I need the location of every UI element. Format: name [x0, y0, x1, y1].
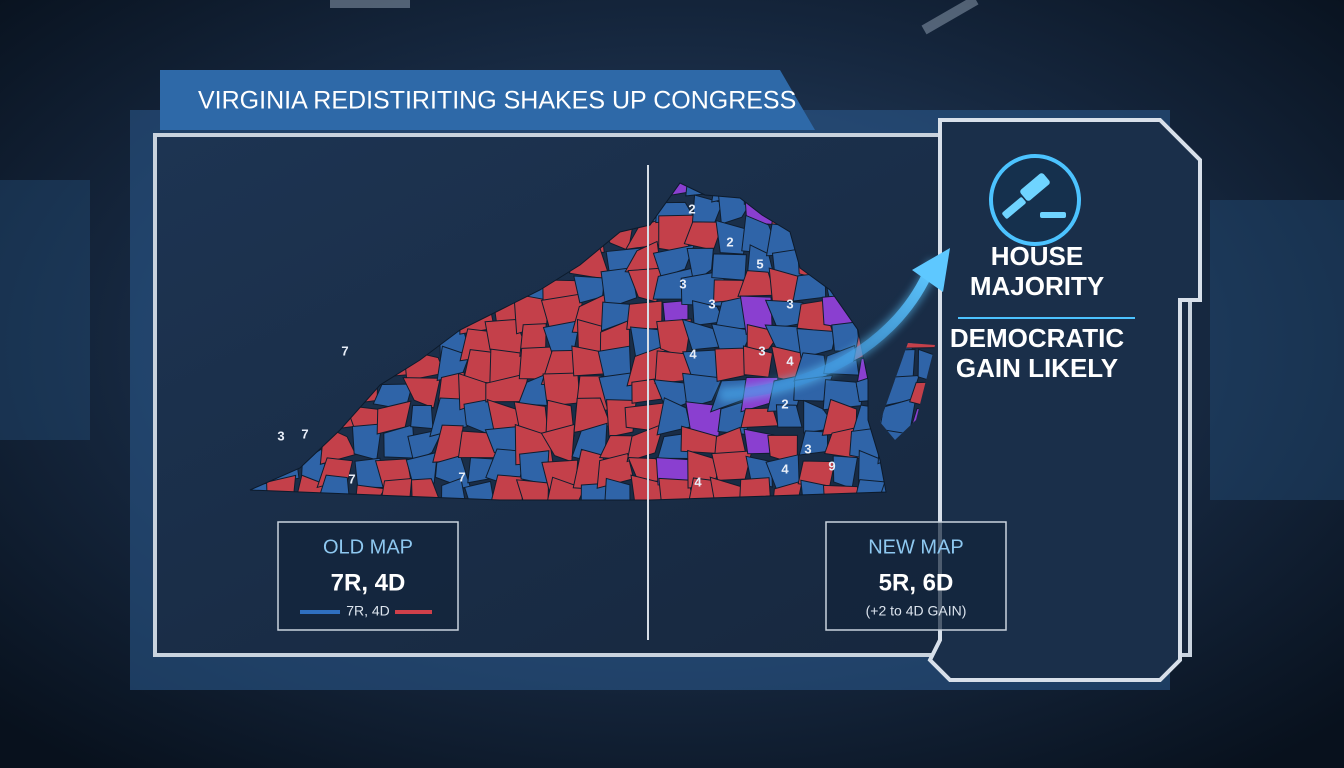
district	[686, 247, 714, 284]
map-label: 7	[348, 471, 355, 486]
side-subhead-line: GAIN LIKELY	[956, 353, 1118, 383]
side-headline: HOUSE MAJORITY	[970, 241, 1104, 301]
side-headline-line: HOUSE	[991, 241, 1083, 271]
district	[796, 328, 837, 359]
map-label: 3	[708, 296, 715, 311]
map-label: 4	[781, 461, 789, 476]
district	[353, 484, 386, 500]
map-label: 3	[277, 428, 284, 443]
map-label: 4	[786, 353, 794, 368]
background-lights	[0, 0, 1344, 500]
gavel	[1002, 173, 1066, 219]
district	[714, 347, 748, 382]
map-label: 4	[694, 474, 702, 489]
district	[405, 451, 438, 487]
side-headline-line: MAJORITY	[970, 271, 1104, 301]
district	[411, 478, 444, 500]
side-subhead: DEMOCRATIC GAIN LIKELY	[950, 323, 1125, 383]
district	[715, 219, 747, 255]
district	[402, 377, 441, 409]
map-label: 2	[688, 201, 695, 216]
gavel-icon	[989, 154, 1081, 246]
map-label: 3	[758, 343, 765, 358]
map-label: 3	[786, 296, 793, 311]
district	[486, 474, 524, 500]
district	[652, 244, 695, 279]
map-label: 3	[804, 441, 811, 456]
district	[440, 477, 467, 500]
old-map-label: OLD MAP	[323, 536, 413, 558]
old-map-result: 7R, 4D	[331, 569, 406, 596]
map-label: 2	[726, 234, 733, 249]
map-label: 7	[301, 426, 308, 441]
district	[604, 477, 631, 500]
district	[775, 404, 803, 428]
district	[600, 267, 638, 310]
district	[410, 404, 434, 430]
map-label: 7	[458, 469, 465, 484]
map-label: 4	[689, 346, 697, 361]
map-label: 5	[756, 256, 763, 271]
new-map-result: 5R, 6D	[879, 569, 954, 596]
arrow	[719, 266, 935, 400]
district	[711, 253, 747, 281]
district	[630, 474, 663, 500]
district	[658, 477, 697, 500]
map-label: 7	[341, 343, 348, 358]
district	[515, 479, 550, 500]
district	[626, 422, 665, 463]
map-label: 9	[828, 458, 835, 473]
side-subhead-line: DEMOCRATIC	[950, 323, 1125, 353]
new-map-note: (+2 to 4D GAIN)	[866, 603, 967, 619]
map-label: 3	[679, 276, 686, 291]
title-banner	[160, 70, 815, 130]
arrow-head	[912, 248, 950, 292]
map-label: 2	[781, 396, 788, 411]
new-map-label: NEW MAP	[868, 536, 964, 558]
title: VIRGINIA REDISTIRITING SHAKES UP CONGRES…	[198, 87, 796, 115]
district	[682, 372, 723, 409]
old-map-legend: 7R, 4D	[346, 603, 390, 619]
new-map-box	[825, 521, 1007, 631]
district	[711, 450, 753, 481]
